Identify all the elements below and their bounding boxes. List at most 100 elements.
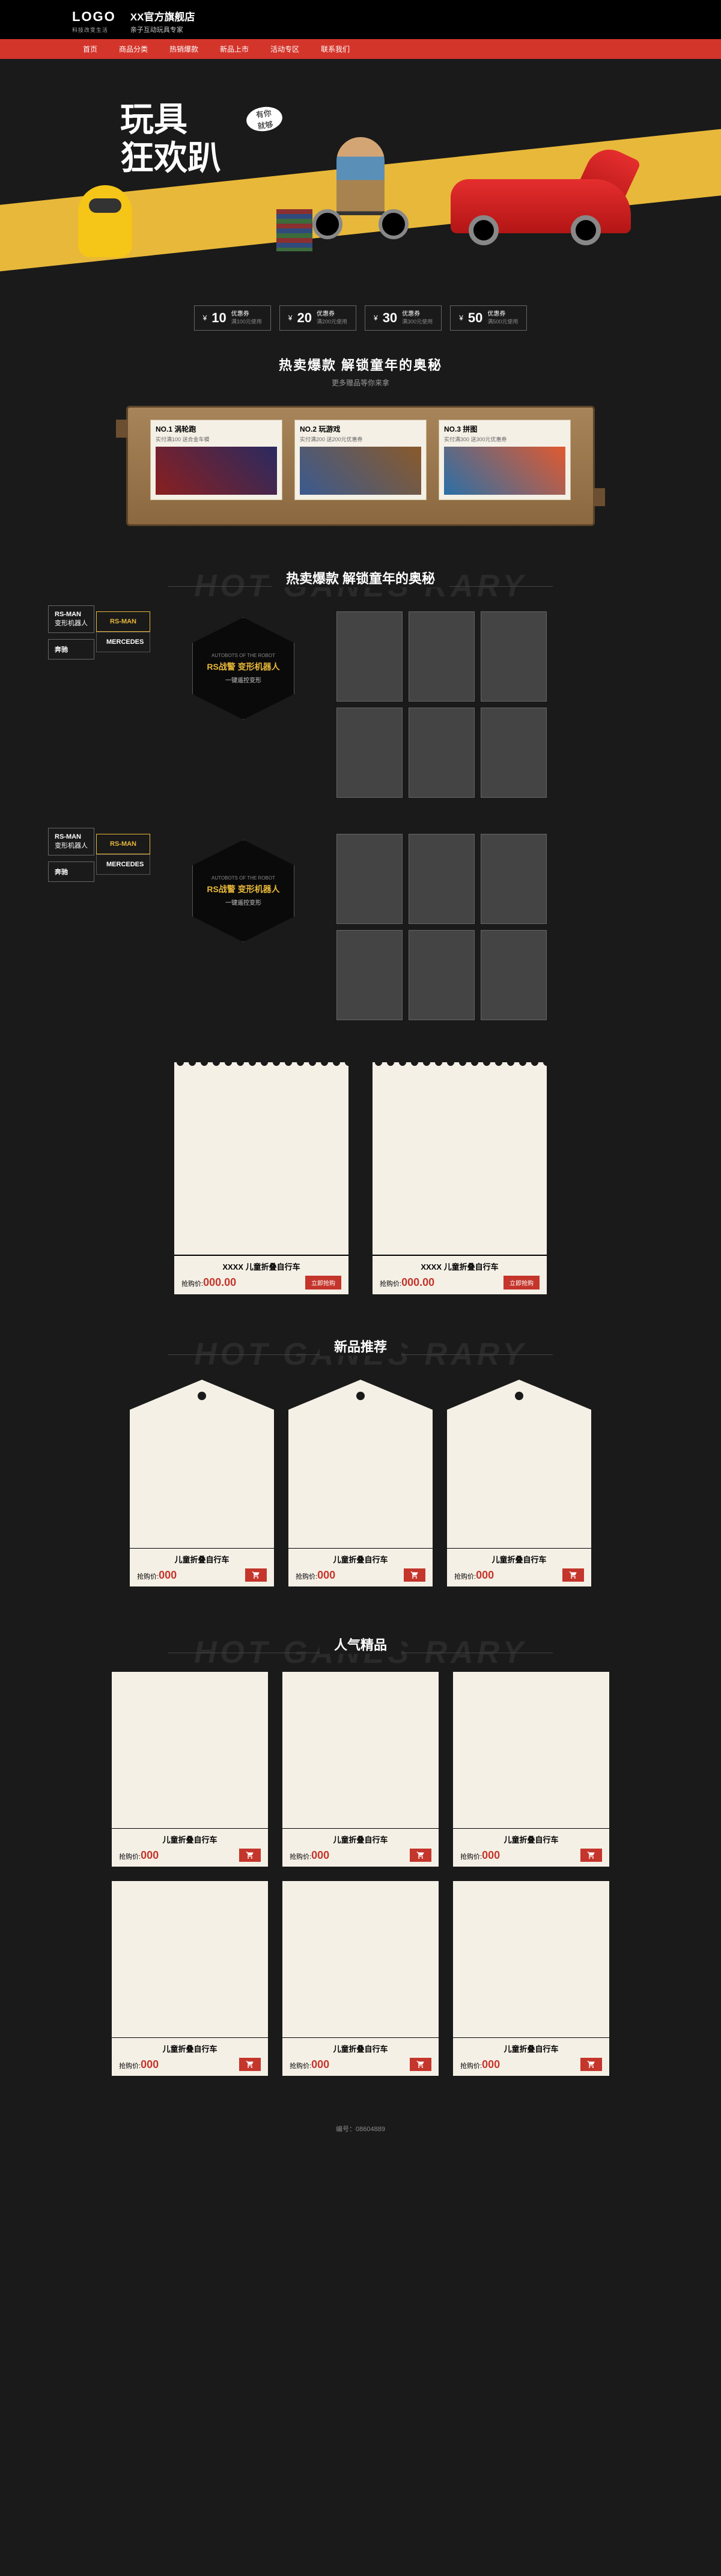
side-label-rsman[interactable]: RS-MAN变形机器人 [48,605,94,633]
shop-name: XX官方旗舰店 [130,8,195,23]
product-image [282,1881,439,2037]
coupon-label: 优惠券 [402,311,420,317]
buy-button[interactable] [239,1849,261,1862]
shop-tagline: 亲子互动玩具专家 [130,25,195,34]
hero-badge-bottom: 就够 [257,118,273,131]
product-name: 儿童折叠自行车 [296,1553,425,1565]
cart-icon [245,1851,255,1859]
wood-card-title: NO.2 玩游戏 [295,420,426,435]
tag-image [447,1410,591,1548]
buy-button[interactable] [239,2058,261,2071]
product-card[interactable]: 儿童折叠自行车 抢购价:000 [282,1672,439,1867]
tag-card[interactable]: 儿童折叠自行车 抢购价:000 [288,1380,433,1586]
hot-hex-card[interactable]: AUTOBOTS OF THE ROBOT RS战警 变形机器人 一键遥控变形 [168,611,318,738]
product-card[interactable]: 儿童折叠自行车 抢购价:000 [112,1881,268,2076]
nav-item-events[interactable]: 活动专区 [260,39,310,59]
buy-button[interactable] [245,1568,267,1582]
nav-item-categories[interactable]: 商品分类 [108,39,159,59]
thumb[interactable] [409,834,475,924]
buy-button[interactable] [562,1568,584,1582]
thumb[interactable] [409,930,475,1020]
product-image [112,1672,268,1828]
wood-card-1[interactable]: NO.1 涡轮跑 实付满100 送合金车模 [150,420,282,500]
wood-card-image [300,447,421,495]
coupon-30[interactable]: ¥ 30 优惠券满300元使用 [365,305,442,331]
buy-button[interactable]: 立即抢购 [305,1276,341,1290]
nav-item-contact[interactable]: 联系我们 [310,39,360,59]
product-card[interactable]: 儿童折叠自行车 抢购价:000 [112,1672,268,1867]
toy-car-icon [451,149,631,245]
shop-name-block: XX官方旗舰店 亲子互动玩具专家 [130,8,195,34]
buy-button[interactable] [410,1849,431,1862]
hex-top: AUTOBOTS OF THE ROBOT [211,875,275,881]
coupon-10[interactable]: ¥ 10 优惠券满100元使用 [194,305,271,331]
tab-mercedes[interactable]: MERCEDES [96,854,150,875]
thumb[interactable] [336,930,403,1020]
coupon-20[interactable]: ¥ 20 优惠券满200元使用 [279,305,356,331]
main-nav: 首页 商品分类 热销爆款 新品上市 活动专区 联系我们 [0,39,721,59]
hot-section-title: 热卖爆款 解锁童年的奥秘 [272,568,449,587]
coupon-row: ¥ 10 优惠券满100元使用 ¥ 20 优惠券满200元使用 ¥ 30 优惠券… [0,287,721,343]
coupon-50[interactable]: ¥ 50 优惠券满500元使用 [450,305,527,331]
product-name: 儿童折叠自行车 [119,1834,261,1845]
thumb[interactable] [481,930,547,1020]
cart-icon [410,1571,419,1579]
tab-mercedes[interactable]: MERCEDES [96,632,150,652]
thumb[interactable] [481,834,547,924]
tab-rsman[interactable]: RS-MAN [96,834,150,854]
buy-button[interactable] [580,1849,602,1862]
price-label: 抢购价: [296,1573,317,1580]
coupon-label: 优惠券 [231,311,249,317]
product-name: 儿童折叠自行车 [119,2043,261,2054]
coupon-condition: 满200元使用 [317,319,347,325]
nav-item-hot[interactable]: 热销爆款 [159,39,209,59]
hex-desc: 一键遥控变形 [225,675,261,684]
buy-button[interactable] [410,2058,431,2071]
thumb[interactable] [409,611,475,702]
product-card[interactable]: 儿童折叠自行车 抢购价:000 [453,1672,609,1867]
yen-icon: ¥ [374,314,378,322]
side-label-benz[interactable]: 奔驰 [48,861,94,882]
coupon-value: 20 [297,310,311,326]
tag-card[interactable]: 儿童折叠自行车 抢购价:000 [130,1380,274,1586]
cart-icon [251,1571,261,1579]
section-title-text: 热卖爆款 解锁童年的奥秘 [0,355,721,374]
wood-card-sub: 实付满300 送300元优惠券 [439,435,570,447]
section-subtitle: 更多赠品等你来拿 [0,378,721,388]
thumb[interactable] [336,611,403,702]
product-name: 儿童折叠自行车 [137,1553,267,1565]
buy-button[interactable]: 立即抢购 [503,1276,540,1290]
thumb[interactable] [481,708,547,798]
product-card[interactable]: 儿童折叠自行车 抢购价:000 [282,1881,439,2076]
cart-icon [568,1571,578,1579]
product-image [453,1881,609,2037]
price-label: 抢购价: [454,1573,476,1580]
new-section-header: HOT GANES RARY 新品推荐 [0,1318,721,1362]
notebook-card[interactable]: XXXX 儿童折叠自行车 抢购价:000.00 立即抢购 [373,1062,547,1294]
coupon-condition: 满300元使用 [402,319,433,325]
yen-icon: ¥ [203,314,207,322]
buy-button[interactable] [580,2058,602,2071]
product-name: XXXX 儿童折叠自行车 [380,1261,540,1272]
thumb[interactable] [481,611,547,702]
nav-item-home[interactable]: 首页 [72,39,108,59]
hot-hex-card[interactable]: AUTOBOTS OF THE ROBOT RS战警 变形机器人 一键遥控变形 [168,834,318,960]
popular-section-title: 人气精品 [320,1635,401,1654]
thumb[interactable] [336,708,403,798]
side-label-rsman[interactable]: RS-MAN变形机器人 [48,828,94,855]
buy-button[interactable] [404,1568,425,1582]
side-label-benz[interactable]: 奔驰 [48,639,94,659]
price: 000 [317,1569,335,1581]
nav-item-new[interactable]: 新品上市 [209,39,260,59]
tag-card[interactable]: 儿童折叠自行车 抢购价:000 [447,1380,591,1586]
wood-card-2[interactable]: NO.2 玩游戏 实付满200 送200元优惠券 [294,420,427,500]
product-name: XXXX 儿童折叠自行车 [181,1261,341,1272]
thumb[interactable] [336,834,403,924]
coupon-value: 50 [468,310,482,326]
wood-card-3[interactable]: NO.3 拼图 实付满300 送300元优惠券 [439,420,571,500]
product-card[interactable]: 儿童折叠自行车 抢购价:000 [453,1881,609,2076]
tab-rsman[interactable]: RS-MAN [96,611,150,632]
notebook-card[interactable]: XXXX 儿童折叠自行车 抢购价:000.00 立即抢购 [174,1062,348,1294]
thumb[interactable] [409,708,475,798]
yen-icon: ¥ [288,314,293,322]
